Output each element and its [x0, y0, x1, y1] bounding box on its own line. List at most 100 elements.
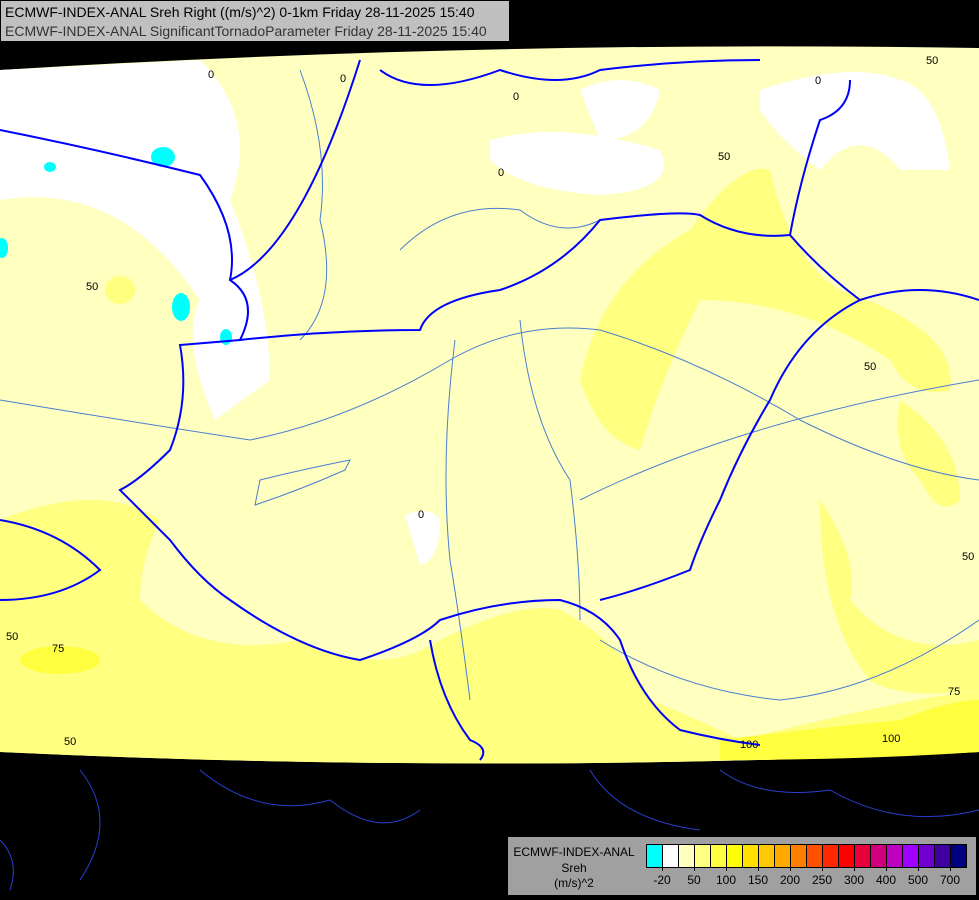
contour-label: 0 [418, 509, 424, 521]
river [519, 319, 581, 621]
legend-color-box [951, 845, 966, 867]
legend-color-box [919, 845, 935, 867]
outer-borders [0, 769, 979, 891]
country-borders [0, 59, 979, 761]
region-negative [151, 147, 175, 167]
legend-color-box [679, 845, 695, 867]
river [599, 619, 979, 701]
contour-label: 50 [962, 551, 974, 563]
legend-parameter: Sreh [561, 860, 587, 875]
region-below-zero [405, 511, 440, 565]
region-negative [0, 238, 8, 258]
legend-color-box [903, 845, 919, 867]
legend-tick-label: 100 [715, 873, 737, 887]
region-75-100 [720, 700, 979, 760]
region-50-75 [820, 500, 979, 694]
contour-label: 50 [864, 361, 876, 373]
region-below-zero [490, 132, 664, 195]
legend-tick-label: 200 [779, 873, 801, 887]
contour-label: 100 [882, 733, 900, 745]
region-below-zero [580, 80, 660, 140]
contour-label: 50 [718, 151, 730, 163]
contour-label: 50 [926, 55, 938, 67]
river [579, 379, 979, 501]
border [0, 839, 14, 891]
border [429, 639, 485, 761]
legend-tick [950, 866, 951, 871]
region-negative [220, 329, 232, 345]
legend-tick [726, 866, 727, 871]
rivers [0, 69, 979, 701]
legend-color-box [663, 845, 679, 867]
title-line-1: ECMWF-INDEX-ANAL Sreh Right ((m/s)^2) 0-… [5, 4, 475, 20]
river [254, 459, 351, 506]
legend-tick [886, 866, 887, 871]
region-negative [44, 162, 56, 172]
legend-color-box [647, 845, 663, 867]
legend-color-box [887, 845, 903, 867]
region-below-zero [0, 60, 270, 420]
legend-color-box [695, 845, 711, 867]
contour-label: 50 [86, 281, 98, 293]
legend-color-box [823, 845, 839, 867]
region-below-zero [760, 72, 950, 170]
border [599, 299, 861, 601]
legend-tick [758, 866, 759, 871]
region-negative [172, 293, 190, 321]
contour-label: 75 [52, 643, 64, 655]
legend-tick [854, 866, 855, 871]
legend-tick-label: 300 [843, 873, 865, 887]
river [299, 69, 328, 341]
legend-tick [822, 866, 823, 871]
contour-label: 100 [740, 739, 758, 751]
legend-tick-label: 400 [875, 873, 897, 887]
border [0, 129, 761, 746]
region-50-75 [0, 500, 979, 764]
river [0, 327, 979, 481]
legend-color-box [727, 845, 743, 867]
border [789, 79, 851, 236]
map-title-box: ECMWF-INDEX-ANAL Sreh Right ((m/s)^2) 0-… [0, 0, 510, 42]
legend-color-box [711, 845, 727, 867]
border [0, 519, 102, 601]
contour-label: 0 [513, 91, 519, 103]
contour-label: 0 [815, 75, 821, 87]
title-line-2: ECMWF-INDEX-ANAL SignificantTornadoParam… [5, 23, 487, 39]
legend-tick-label: -20 [653, 873, 671, 887]
legend-color-box [855, 845, 871, 867]
region-75-100 [20, 646, 100, 674]
legend-tick [918, 866, 919, 871]
legend-tick [694, 866, 695, 871]
legend-color-box [791, 845, 807, 867]
region-50-75 [105, 276, 135, 304]
legend-color-box [759, 845, 775, 867]
border [239, 212, 979, 341]
legend-colorbar [646, 844, 967, 868]
contour-label: 0 [498, 167, 504, 179]
legend-color-box [935, 845, 951, 867]
legend-color-box [743, 845, 759, 867]
legend-unit: (m/s)^2 [554, 876, 594, 890]
legend-color-box [775, 845, 791, 867]
legend-tick-label: 250 [811, 873, 833, 887]
region-50-75 [897, 400, 960, 507]
river [445, 339, 471, 701]
contour-label: 0 [208, 69, 214, 81]
legend-tick-label: 50 [687, 873, 701, 887]
contour-label: 50 [6, 631, 18, 643]
legend-color-box [839, 845, 855, 867]
color-legend: ECMWF-INDEX-ANAL Sreh (m/s)^2 -20 50 100 15… [507, 836, 977, 896]
border [229, 59, 361, 281]
legend-color-box [807, 845, 823, 867]
legend-model: ECMWF-INDEX-ANAL [513, 845, 635, 859]
legend-tick [662, 866, 663, 871]
legend-tick-label: 700 [939, 873, 961, 887]
region-50-75 [580, 168, 951, 450]
contour-label: 75 [948, 686, 960, 698]
contour-label: 0 [340, 73, 346, 85]
contour-labels: 0 0 0 0 0 0 50 50 50 50 50 50 50 75 75 1… [6, 55, 974, 751]
river [399, 207, 601, 251]
contour-label: 50 [64, 736, 76, 748]
